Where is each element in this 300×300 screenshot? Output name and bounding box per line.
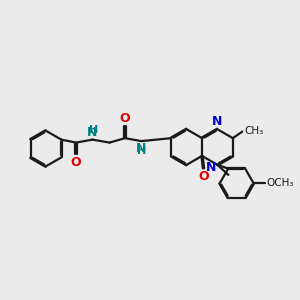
Text: CH₃: CH₃ bbox=[244, 126, 263, 136]
Text: H: H bbox=[89, 125, 98, 136]
Text: O: O bbox=[198, 170, 209, 183]
Text: N: N bbox=[212, 115, 222, 128]
Text: O: O bbox=[120, 112, 130, 125]
Text: H: H bbox=[137, 146, 146, 156]
Text: N: N bbox=[206, 161, 216, 174]
Text: N: N bbox=[87, 126, 97, 139]
Text: OCH₃: OCH₃ bbox=[266, 178, 293, 188]
Text: N: N bbox=[136, 142, 146, 155]
Text: O: O bbox=[71, 156, 81, 169]
